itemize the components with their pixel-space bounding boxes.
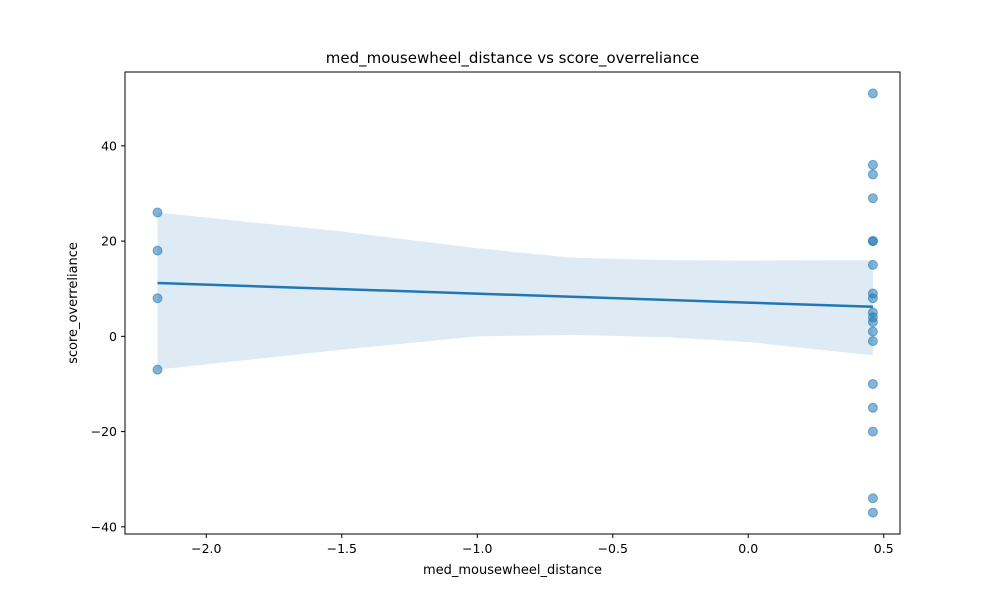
regression-line [157,281,873,309]
scatter-point [867,159,878,170]
y-tick-label: −40 [91,519,117,534]
x-tick-label: 0.5 [874,541,894,556]
y-axis-label: score_overreliance [66,242,81,364]
scatter-point [152,293,163,304]
y-axis: −40 −20 0 20 40 [91,138,125,534]
x-tick-label: −2.0 [191,541,221,556]
scatter-point [867,317,878,328]
scatter-point [867,193,878,204]
scatter-point [867,493,878,504]
scatter-point [867,169,878,180]
y-tick-label: 0 [109,329,117,344]
scatter-point [152,245,163,256]
y-tick-label: 20 [101,234,117,249]
scatter-point [867,336,878,347]
scatter-point [867,402,878,413]
scatter-point [867,507,878,518]
scatter-point [867,259,878,270]
x-tick-label: −1.5 [327,541,357,556]
scatter-point [867,326,878,337]
y-tick-label: −20 [91,424,117,439]
x-axis: −2.0 −1.5 −1.0 −0.5 0.0 0.5 [191,534,894,556]
chart-title: med_mousewheel_distance vs score_overrel… [326,49,699,68]
x-tick-label: −0.5 [598,541,628,556]
scatter-point [867,378,878,389]
scatter-point [867,293,878,304]
x-axis-label: med_mousewheel_distance [423,563,602,578]
scatter-point [867,426,878,437]
y-tick-label: 40 [101,138,117,153]
confidence-band [157,212,873,370]
x-tick-label: −1.0 [462,541,492,556]
x-tick-label: 0.0 [738,541,758,556]
scatter-point [152,207,163,218]
scatter-point [152,364,163,375]
plot-frame [124,71,901,535]
plot-area [152,88,878,518]
scatter-point [867,236,878,247]
scatter-point [867,88,878,99]
